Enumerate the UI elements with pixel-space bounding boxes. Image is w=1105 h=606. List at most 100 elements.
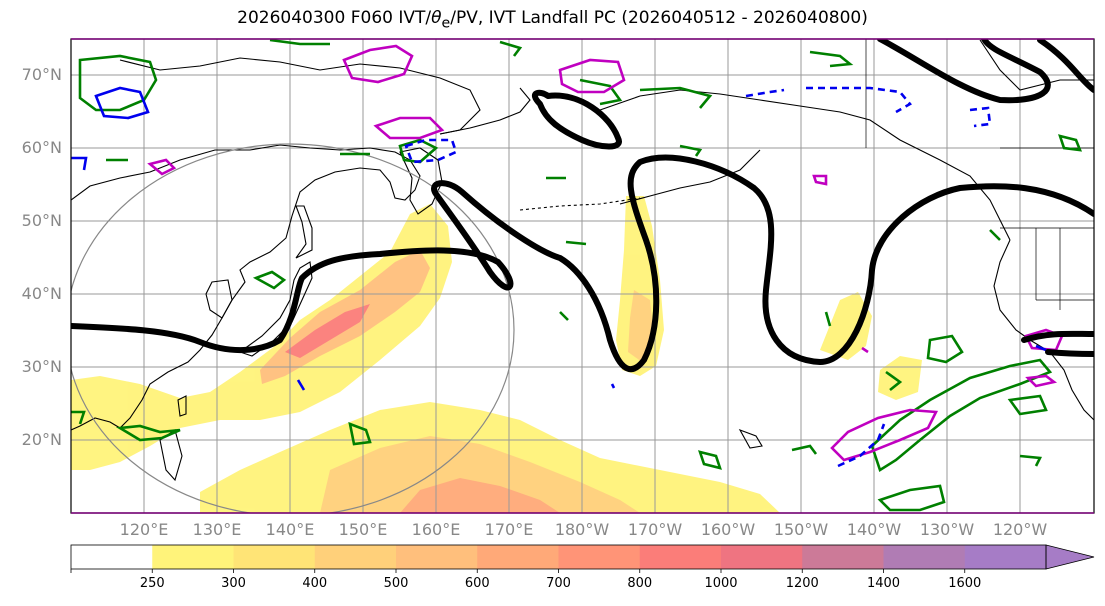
ivt-shading xyxy=(71,196,922,513)
theta-e-taiwan xyxy=(115,424,181,442)
neg-alaska-2 xyxy=(806,86,912,114)
canada-interior xyxy=(979,39,1094,91)
pv-siberia-1 xyxy=(342,44,414,84)
taiwan xyxy=(177,395,187,417)
kamchatka xyxy=(399,147,443,215)
colorbar-label: 800 xyxy=(627,576,653,591)
dt-east-coast xyxy=(1021,330,1094,343)
lon-label-120w: 120°W xyxy=(992,520,1048,539)
lon-label-180w: 180°W xyxy=(554,520,610,539)
lon-label-130e: 130°E xyxy=(192,520,242,539)
aleutians xyxy=(519,197,641,211)
theta-e-hawaii xyxy=(698,450,722,470)
theta-e-short-7 xyxy=(824,311,832,327)
lat-label-40: 40°N xyxy=(21,284,62,303)
neg-east-coast xyxy=(1035,344,1047,352)
map-title: 2026040300 F060 IVT/θe/PV, IVT Landfall … xyxy=(237,8,868,32)
lon-label-160e: 160°E xyxy=(411,520,461,539)
colorbar-label: 250 xyxy=(139,576,165,591)
theta-e-kamchatka xyxy=(398,138,439,164)
pv-bering xyxy=(373,116,445,140)
lon-label-140e: 140°E xyxy=(265,520,315,539)
lon-label-150e: 150°E xyxy=(338,520,388,539)
ivt-subtropical-core xyxy=(320,436,640,513)
korea xyxy=(205,279,233,319)
pv-east-coast xyxy=(1024,328,1064,352)
pv-east-large xyxy=(830,408,939,462)
ivt-west-pacific-ar xyxy=(71,204,452,470)
lon-label-170w: 170°W xyxy=(627,520,683,539)
neg-east xyxy=(837,423,886,468)
theta-e-alaska-1 xyxy=(639,86,713,109)
lon-label-160w: 160°W xyxy=(700,520,756,539)
theta-e-east-6 xyxy=(791,444,818,455)
theta-subscript: e xyxy=(441,15,451,32)
lon-label-130w: 130°W xyxy=(919,520,975,539)
dt-arctic-lobe xyxy=(532,89,622,150)
colorbar-label: 1200 xyxy=(785,576,819,591)
theta-e-west-edge xyxy=(71,410,86,425)
pv-east-coast-2 xyxy=(1025,374,1058,388)
ivt-subtropical-peak xyxy=(400,478,560,513)
colorbar-label: 1600 xyxy=(948,576,982,591)
landfall-reference-circle xyxy=(71,143,515,513)
lon-label-140w: 140°W xyxy=(846,520,902,539)
neg-short xyxy=(610,383,616,389)
theta-e-philippine-sea xyxy=(348,421,372,446)
dt-east-coast-2 xyxy=(1045,349,1094,357)
theta-e-arctic-3 xyxy=(499,40,523,57)
dt-contours xyxy=(71,39,1094,373)
theta-e-east-8 xyxy=(1058,134,1083,152)
theta-e-short-4 xyxy=(679,144,703,157)
theta-e-east-9 xyxy=(989,229,1001,241)
theta-e-east-7 xyxy=(885,370,903,392)
lon-label-120e: 120°E xyxy=(119,520,169,539)
negative-contours xyxy=(71,86,1047,468)
lat-label-30: 30°N xyxy=(21,357,62,376)
lon-label-150w: 150°W xyxy=(773,520,829,539)
arctic-coast xyxy=(119,57,481,135)
pv-west-small xyxy=(147,158,177,176)
borders xyxy=(865,39,1094,310)
lon-label-170e: 170°E xyxy=(484,520,534,539)
theta-e-short-5 xyxy=(565,240,587,246)
alaska-peninsula xyxy=(619,149,761,205)
pv-siberia-2 xyxy=(558,58,626,94)
lat-label-70: 70°N xyxy=(21,65,62,84)
theta-e-arctic-4 xyxy=(579,78,623,106)
neg-west-small xyxy=(71,156,88,171)
map-grid xyxy=(71,39,1094,513)
hokkaido-sakhalin xyxy=(295,205,313,259)
neg-arctic-west xyxy=(94,86,150,120)
lat-label-50: 50°N xyxy=(21,211,62,230)
theta-e-east-3 xyxy=(877,484,946,512)
chukotka xyxy=(439,87,531,135)
theta-e-japan-north xyxy=(252,270,287,290)
dt-east-north xyxy=(1037,39,1094,93)
ivt-east-pacific-blob xyxy=(820,292,872,360)
pv-alaska-small xyxy=(812,174,828,186)
colorbar-label: 400 xyxy=(302,576,328,591)
colorbar-label: 300 xyxy=(221,576,246,591)
theta-symbol: θ xyxy=(431,8,442,28)
colorbar-label: 600 xyxy=(464,576,490,591)
colorbar-label: 500 xyxy=(383,576,409,591)
lat-label-20: 20°N xyxy=(21,430,62,449)
theta-e-short-6 xyxy=(559,311,569,321)
theta-e-east-1 xyxy=(926,334,964,364)
lat-label-60: 60°N xyxy=(21,138,62,157)
colorbar-label: 700 xyxy=(546,576,571,591)
neg-alaska-3 xyxy=(969,106,992,128)
theta-e-east-4 xyxy=(1007,394,1048,416)
ivt-west-pacific-peak xyxy=(285,304,370,358)
neg-japan xyxy=(296,379,306,391)
pv-contours xyxy=(147,44,1064,462)
theta-e-arctic-2 xyxy=(269,39,330,46)
colorbar-label: 1000 xyxy=(704,576,738,591)
asia-coast xyxy=(71,144,421,431)
theta-e-east-5 xyxy=(1019,454,1043,467)
colorbar-label: 1400 xyxy=(866,576,901,591)
theta-e-alaska-2 xyxy=(809,50,854,68)
dt-main-wave xyxy=(71,154,1094,373)
